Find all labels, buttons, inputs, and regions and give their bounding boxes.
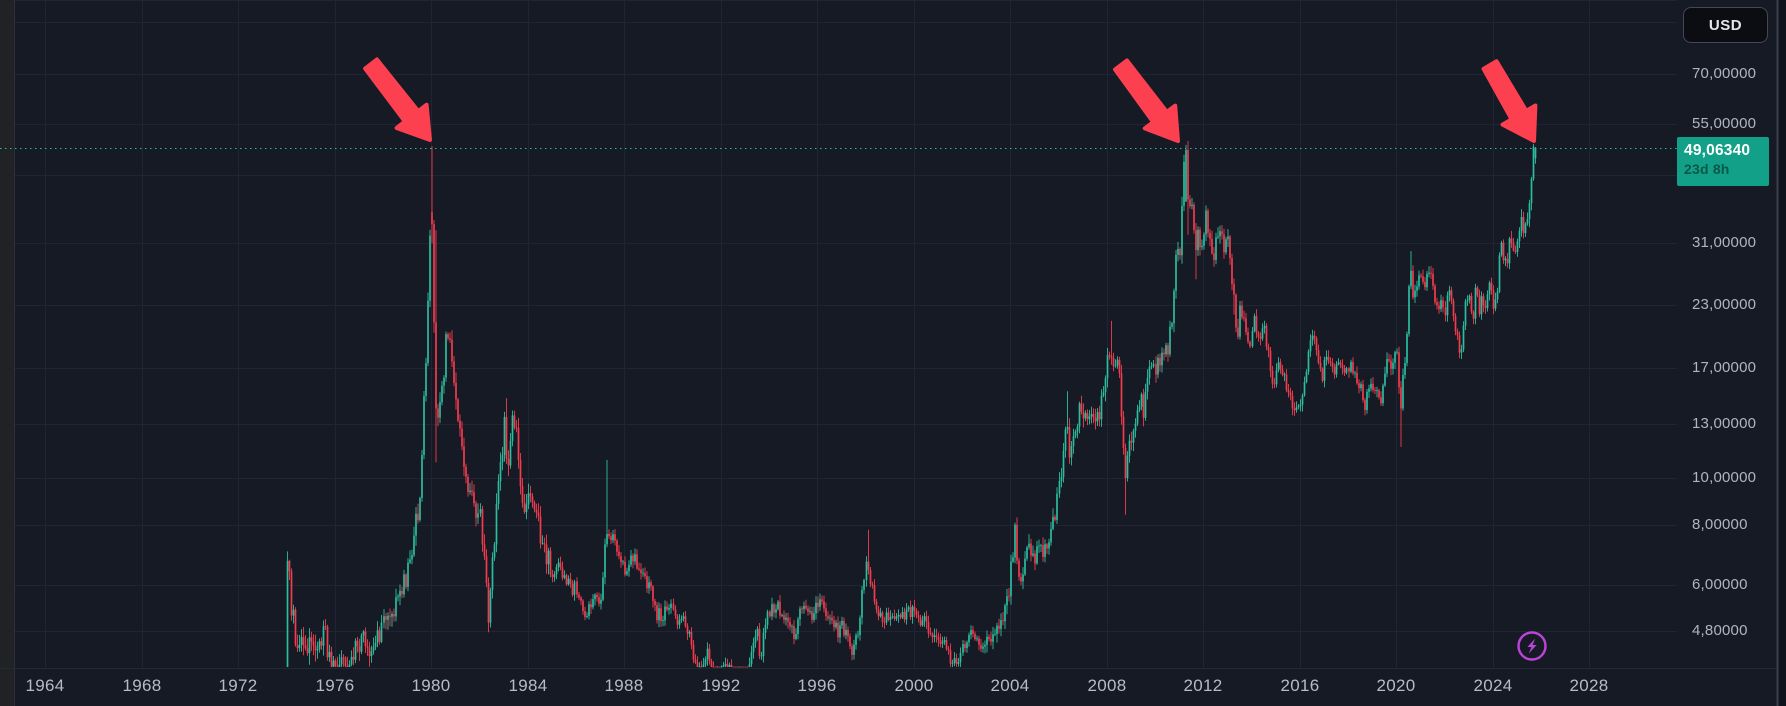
time-tick-label: 2028 [1569, 676, 1609, 695]
time-tick-label: 1980 [411, 676, 451, 695]
time-tick-label: 1976 [315, 676, 355, 695]
bar-countdown: 23d 8h [1684, 161, 1730, 177]
time-tick-label: 2000 [894, 676, 934, 695]
current-price-value: 49,06340 [1684, 142, 1751, 159]
right-gutter [1779, 0, 1786, 706]
arrow-annotation-peak-1980[interactable] [363, 57, 432, 142]
flash-icon-circle[interactable] [1517, 631, 1547, 661]
price-tick-label: 70,00000 [1692, 65, 1757, 82]
time-tick-label: 1996 [797, 676, 837, 695]
time-tick-label: 2024 [1473, 676, 1513, 695]
time-tick-label: 1984 [508, 676, 548, 695]
lightning-bolt-icon[interactable] [1527, 638, 1537, 654]
price-tick-label: 10,00000 [1692, 469, 1757, 486]
up-candle-bodies [286, 146, 1537, 668]
time-tick-label: 2004 [990, 676, 1030, 695]
left-edge-strip [0, 0, 14, 706]
time-tick-label: 1992 [701, 676, 741, 695]
time-tick-label: 1968 [122, 676, 162, 695]
time-tick-label: 2016 [1280, 676, 1320, 695]
arrow-annotation-peak-2025[interactable] [1481, 59, 1538, 143]
down-candle-bodies [288, 149, 1525, 668]
time-tick-label: 2008 [1087, 676, 1127, 695]
arrow-annotation-peak-2011[interactable] [1113, 58, 1180, 143]
time-tick-label: 1972 [218, 676, 258, 695]
price-tick-label: 55,00000 [1692, 115, 1757, 132]
price-tick-label: 17,00000 [1692, 359, 1757, 376]
time-tick-label: 1988 [604, 676, 644, 695]
price-tick-label: 23,00000 [1692, 296, 1757, 313]
price-tick-label: 31,00000 [1692, 234, 1757, 251]
price-tick-label: 4,80000 [1692, 622, 1748, 639]
price-tick-label: 8,00000 [1692, 516, 1748, 533]
time-tick-label: 2012 [1183, 676, 1223, 695]
time-tick-label: 2020 [1376, 676, 1416, 695]
current-price-label: 49,06340 23d 8h [1677, 137, 1769, 186]
currency-usd-button[interactable]: USD [1683, 7, 1768, 43]
price-tick-label: 13,00000 [1692, 415, 1757, 432]
price-tick-label: 6,00000 [1692, 576, 1748, 593]
time-tick-label: 1964 [25, 676, 65, 695]
